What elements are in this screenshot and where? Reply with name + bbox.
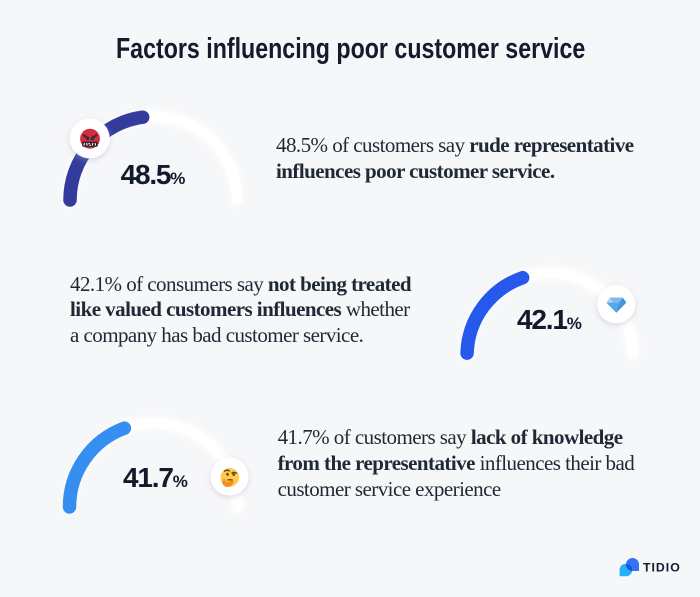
- svg-text:TIDIO: TIDIO: [643, 561, 681, 575]
